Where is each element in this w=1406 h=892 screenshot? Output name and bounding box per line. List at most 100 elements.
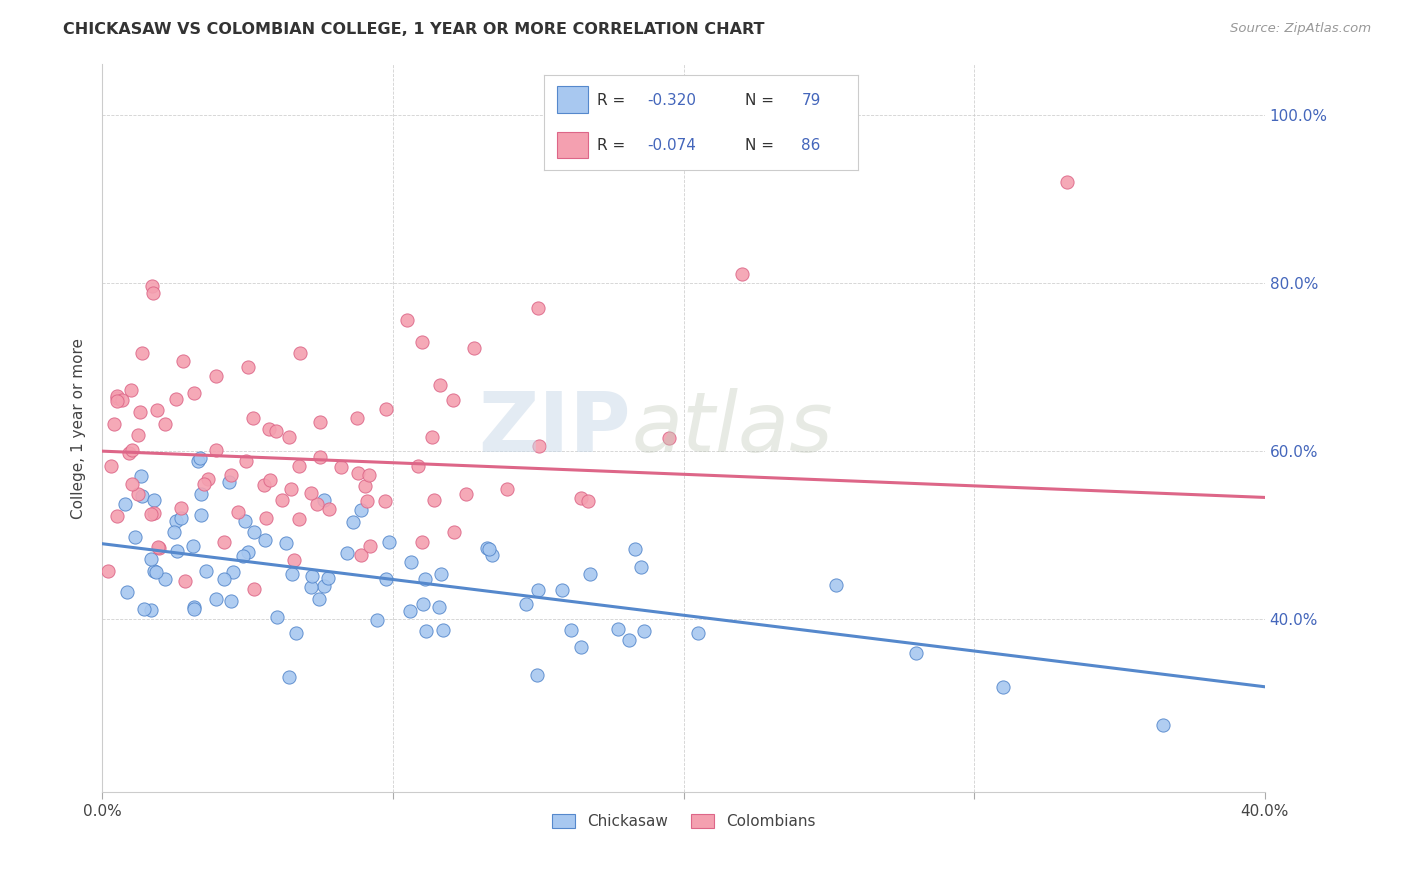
Point bbox=[378, 534, 401, 549]
Point bbox=[103, 417, 125, 431]
Point bbox=[346, 411, 368, 425]
Point bbox=[527, 438, 550, 452]
Point bbox=[454, 487, 477, 501]
Point bbox=[181, 539, 204, 553]
Point bbox=[578, 493, 600, 508]
Point bbox=[299, 580, 322, 594]
Point bbox=[252, 477, 274, 491]
Point bbox=[139, 508, 162, 522]
Point bbox=[284, 626, 307, 640]
Point bbox=[129, 405, 152, 419]
Point bbox=[526, 667, 548, 681]
Point bbox=[131, 346, 153, 360]
Point bbox=[235, 453, 257, 467]
Point bbox=[366, 613, 388, 627]
Point bbox=[141, 279, 163, 293]
Point bbox=[97, 565, 120, 579]
Point bbox=[143, 565, 166, 579]
Point bbox=[169, 500, 191, 515]
Point bbox=[121, 476, 143, 491]
Point bbox=[478, 542, 501, 557]
Point bbox=[278, 430, 301, 444]
Point bbox=[731, 268, 754, 282]
Point bbox=[187, 454, 209, 468]
Point bbox=[288, 512, 311, 526]
Point bbox=[197, 472, 219, 486]
Point bbox=[242, 525, 264, 540]
Point bbox=[496, 482, 519, 496]
Point bbox=[172, 353, 194, 368]
Point bbox=[271, 493, 294, 508]
Point bbox=[233, 514, 256, 528]
Point bbox=[905, 646, 928, 660]
Point bbox=[993, 680, 1015, 694]
Point bbox=[254, 511, 277, 525]
Point bbox=[107, 508, 129, 523]
Point bbox=[347, 467, 370, 481]
Point bbox=[305, 497, 328, 511]
Point bbox=[257, 422, 280, 436]
Point bbox=[316, 572, 339, 586]
Point bbox=[188, 451, 211, 466]
Point bbox=[274, 536, 297, 550]
Point bbox=[551, 582, 574, 597]
Point bbox=[236, 359, 259, 374]
Point bbox=[336, 546, 359, 560]
Text: Source: ZipAtlas.com: Source: ZipAtlas.com bbox=[1230, 22, 1371, 36]
Point bbox=[411, 334, 433, 349]
Point bbox=[183, 386, 205, 401]
Point bbox=[148, 540, 170, 554]
Point bbox=[266, 609, 288, 624]
Text: CHICKASAW VS COLOMBIAN COLLEGE, 1 YEAR OR MORE CORRELATION CHART: CHICKASAW VS COLOMBIAN COLLEGE, 1 YEAR O… bbox=[63, 22, 765, 37]
Point bbox=[686, 625, 709, 640]
Point bbox=[142, 492, 165, 507]
Point bbox=[174, 574, 197, 588]
Point bbox=[190, 508, 212, 522]
Text: atlas: atlas bbox=[631, 387, 832, 468]
Point bbox=[253, 533, 276, 547]
Point bbox=[111, 392, 134, 407]
Point bbox=[412, 597, 434, 611]
Point bbox=[359, 540, 381, 554]
Point bbox=[399, 604, 422, 618]
Point bbox=[359, 468, 381, 483]
Point bbox=[399, 555, 422, 569]
Point bbox=[301, 569, 323, 583]
Point bbox=[658, 431, 681, 445]
Point bbox=[121, 443, 143, 458]
Point bbox=[463, 341, 485, 355]
Point bbox=[118, 445, 141, 459]
Point bbox=[259, 473, 281, 487]
Point bbox=[195, 564, 218, 578]
Point bbox=[127, 428, 149, 442]
Point bbox=[406, 459, 429, 474]
Point bbox=[607, 622, 630, 636]
Point bbox=[190, 487, 212, 501]
Point bbox=[129, 469, 152, 483]
Point bbox=[329, 460, 352, 475]
Point bbox=[633, 624, 655, 639]
Point bbox=[422, 492, 444, 507]
Point bbox=[287, 459, 309, 474]
Point bbox=[349, 548, 371, 562]
Point bbox=[115, 584, 138, 599]
Point bbox=[318, 501, 340, 516]
Point bbox=[114, 497, 136, 511]
Point bbox=[415, 624, 437, 638]
Point bbox=[141, 603, 163, 617]
Point bbox=[183, 600, 205, 615]
Point bbox=[527, 301, 550, 315]
Point bbox=[162, 524, 184, 539]
Point bbox=[283, 553, 305, 567]
Point bbox=[356, 493, 378, 508]
Point bbox=[204, 591, 226, 606]
Point bbox=[141, 552, 163, 566]
Point bbox=[309, 415, 332, 429]
Point bbox=[375, 572, 398, 586]
Point bbox=[308, 591, 330, 606]
Point bbox=[105, 393, 128, 408]
Point bbox=[205, 368, 228, 383]
Point bbox=[481, 549, 503, 563]
Point bbox=[342, 515, 364, 529]
Point bbox=[143, 507, 166, 521]
